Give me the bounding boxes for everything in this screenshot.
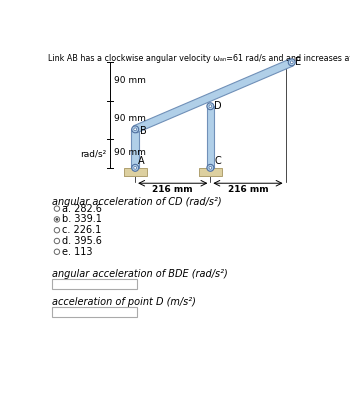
Text: Link AB has a clockwise angular velocity ωₐₙ=61 rad/s and and increases at a rat: Link AB has a clockwise angular velocity… — [48, 54, 350, 63]
Circle shape — [132, 164, 139, 171]
FancyBboxPatch shape — [51, 280, 137, 290]
Text: 90 mm: 90 mm — [114, 76, 146, 84]
Circle shape — [207, 103, 214, 110]
Text: C: C — [214, 156, 221, 166]
Polygon shape — [206, 106, 214, 168]
Circle shape — [132, 126, 139, 133]
Circle shape — [54, 206, 60, 211]
Text: angular acceleration of BDE (rad/s²): angular acceleration of BDE (rad/s²) — [51, 269, 227, 280]
Text: D: D — [214, 101, 222, 111]
Circle shape — [54, 217, 60, 222]
Text: rad/s²: rad/s² — [80, 149, 106, 158]
Text: a. 282.6: a. 282.6 — [62, 204, 102, 214]
Circle shape — [54, 238, 60, 244]
Text: c. 226.1: c. 226.1 — [62, 225, 102, 235]
Text: A: A — [138, 156, 145, 166]
Text: E: E — [295, 57, 301, 67]
Circle shape — [134, 166, 136, 169]
Bar — [199, 168, 222, 175]
Circle shape — [56, 218, 58, 221]
Circle shape — [54, 249, 60, 255]
Text: 216 mm: 216 mm — [153, 185, 193, 194]
Circle shape — [209, 105, 212, 107]
Circle shape — [207, 164, 214, 171]
Text: B: B — [140, 126, 147, 136]
Circle shape — [54, 227, 60, 233]
Text: d. 395.6: d. 395.6 — [62, 236, 102, 246]
Text: e. 113: e. 113 — [62, 247, 93, 257]
Text: 90 mm: 90 mm — [114, 147, 146, 156]
FancyBboxPatch shape — [51, 307, 137, 317]
Text: 216 mm: 216 mm — [228, 185, 268, 194]
Polygon shape — [131, 129, 139, 168]
Polygon shape — [134, 59, 293, 133]
Circle shape — [290, 61, 293, 64]
Circle shape — [134, 128, 136, 131]
Text: b. 339.1: b. 339.1 — [62, 215, 102, 224]
Circle shape — [209, 166, 212, 169]
Text: acceleration of point D (m/s²): acceleration of point D (m/s²) — [51, 297, 195, 307]
Circle shape — [288, 59, 295, 66]
Bar — [124, 168, 147, 175]
Text: angular acceleration of CD (rad/s²): angular acceleration of CD (rad/s²) — [51, 197, 221, 207]
Text: 90 mm: 90 mm — [114, 114, 146, 123]
